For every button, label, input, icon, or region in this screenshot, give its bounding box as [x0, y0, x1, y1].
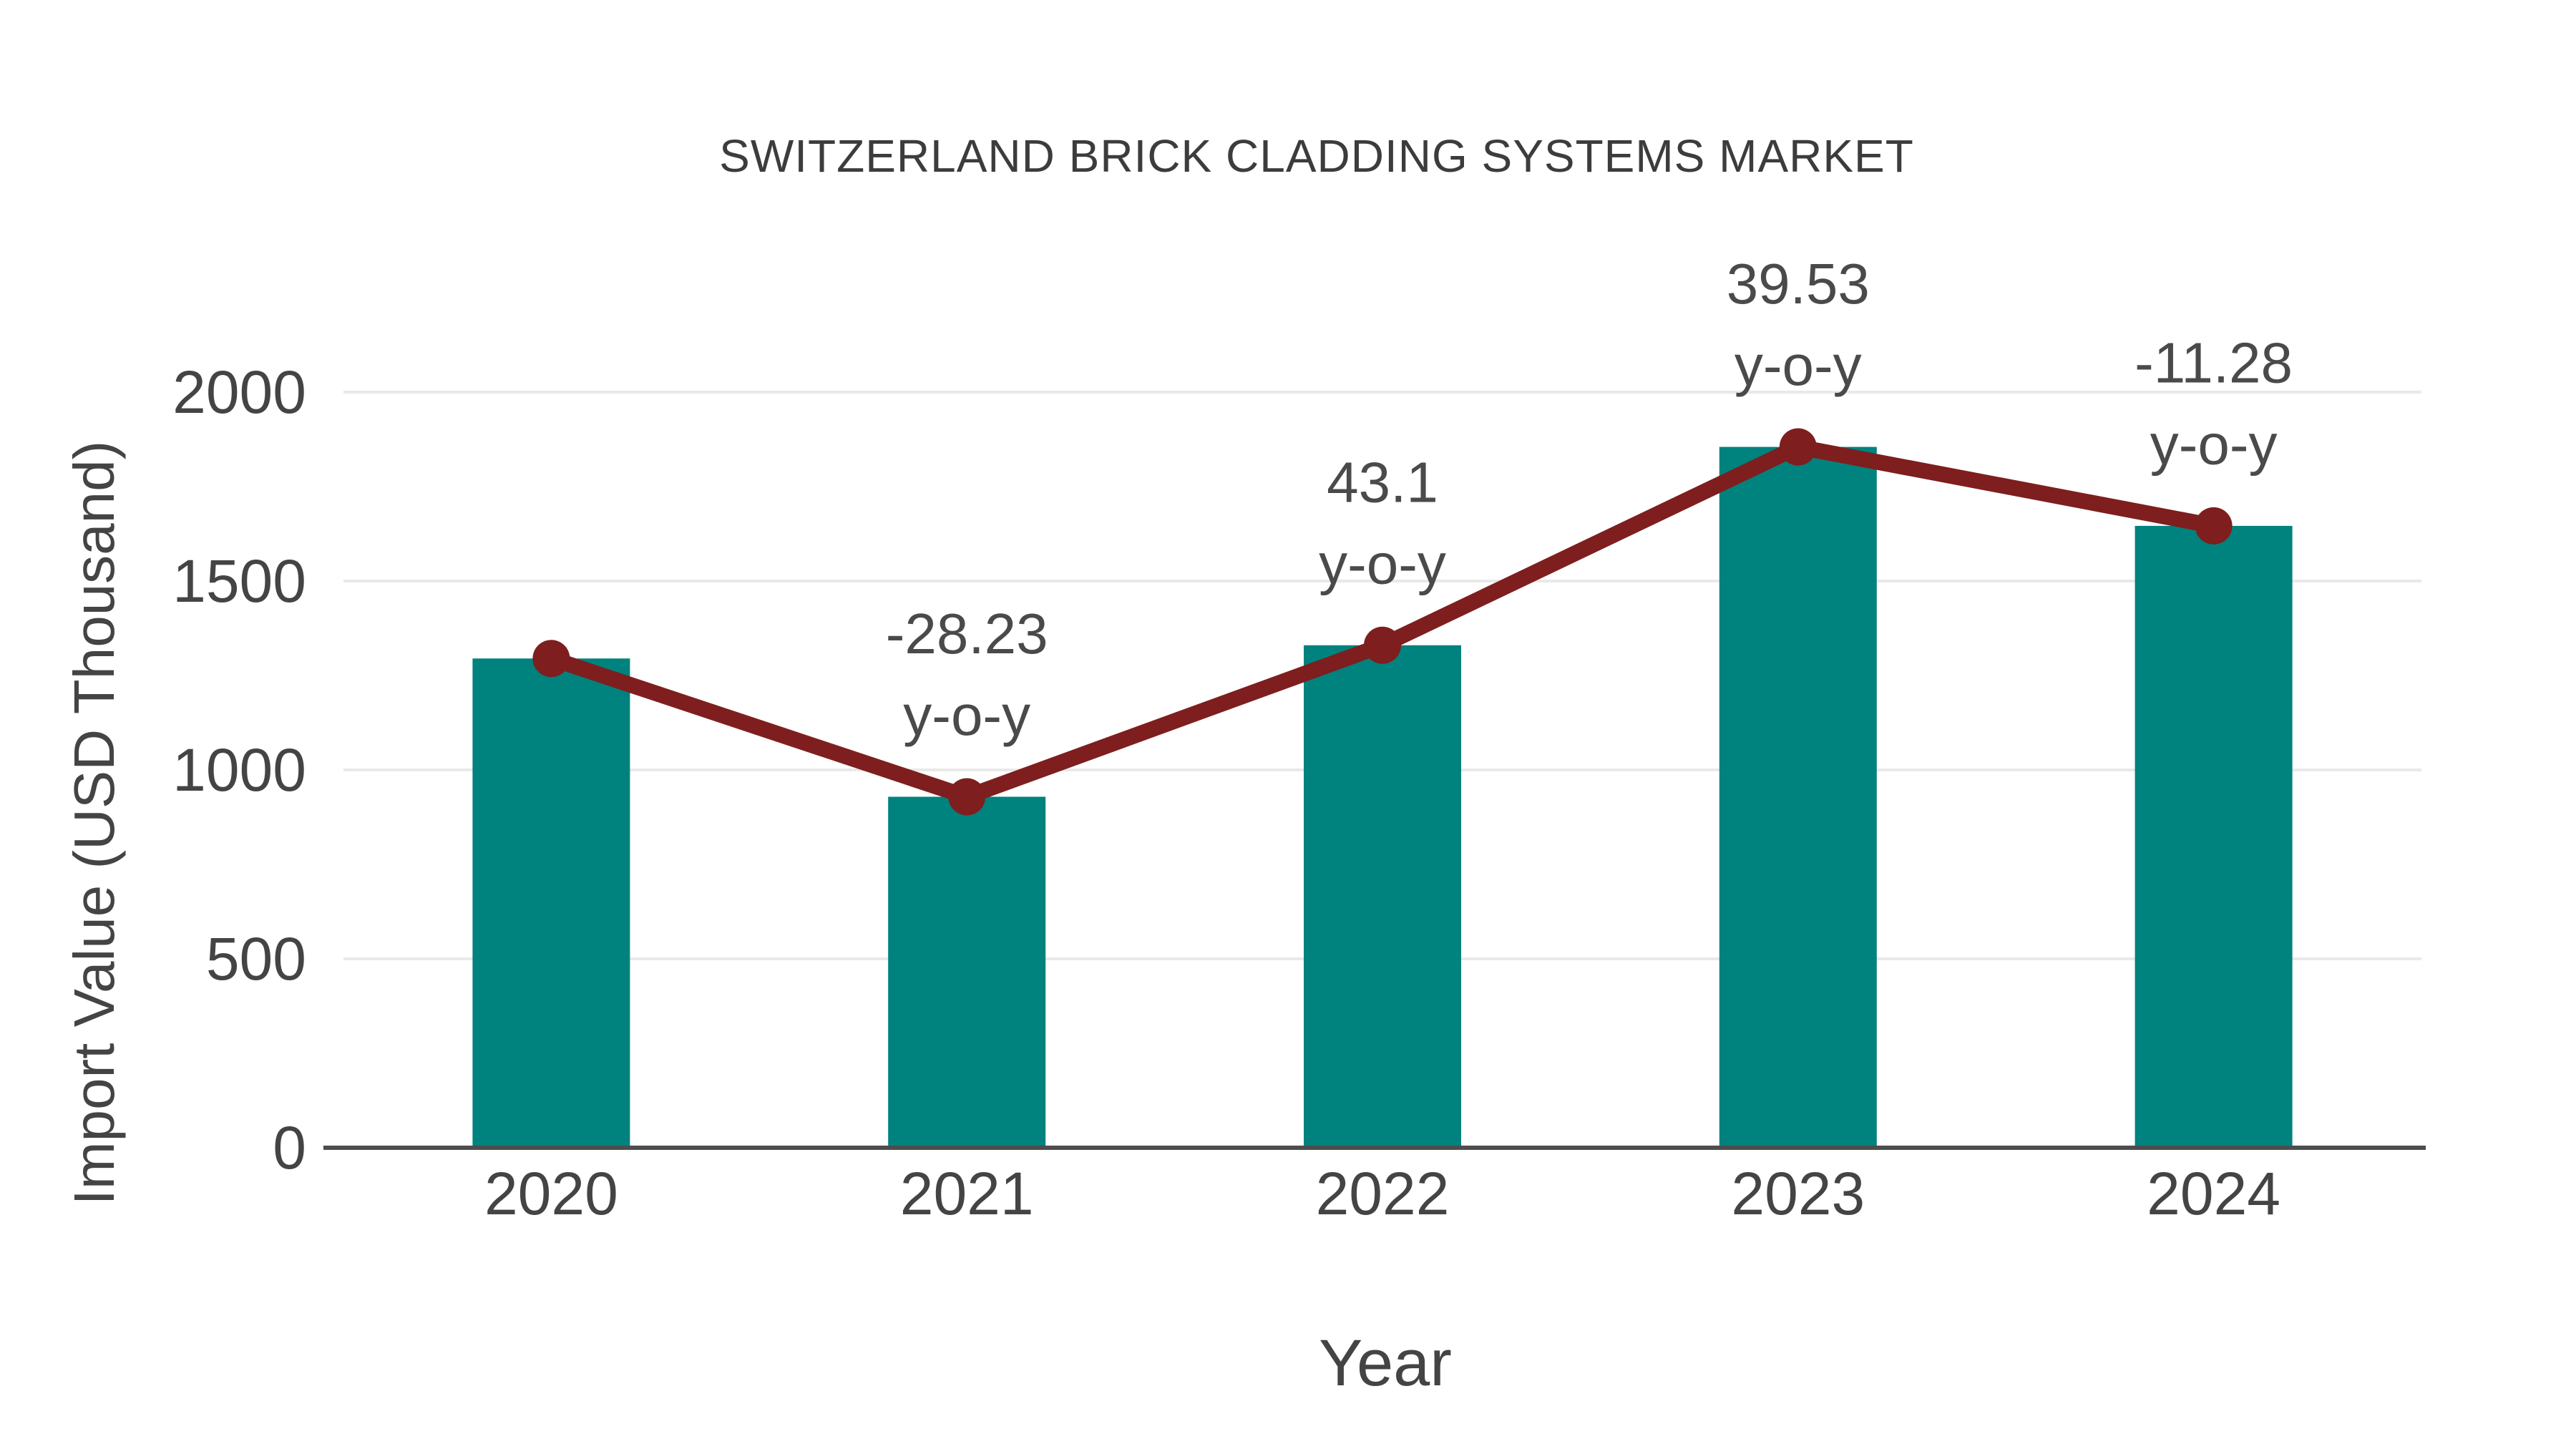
x-tick-label-2023: 2023	[1731, 1160, 1865, 1227]
annotation-value-2022: 43.1	[1327, 450, 1438, 514]
y-tick-label-0: 0	[273, 1114, 306, 1181]
bar-2023[interactable]	[1719, 447, 1877, 1148]
marker-2024[interactable]	[2195, 507, 2233, 545]
x-tick-label-2020: 2020	[484, 1160, 618, 1227]
annotation-yoy-2022: y-o-y	[1319, 532, 1446, 595]
marker-2020[interactable]	[532, 640, 570, 678]
annotation-value-2024: -11.28	[2135, 331, 2293, 394]
annotation-value-2021: -28.23	[886, 602, 1048, 665]
x-tick-label-2021: 2021	[900, 1160, 1034, 1227]
annotation-yoy-2021: y-o-y	[903, 683, 1030, 747]
annotation-value-2023: 39.53	[1727, 252, 1870, 316]
x-axis-title: Year	[1319, 1325, 1452, 1400]
chart-title: SWITZERLAND BRICK CLADDING SYSTEMS MARKE…	[719, 130, 1914, 182]
bar-2024[interactable]	[2135, 525, 2293, 1148]
bar-2022[interactable]	[1304, 645, 1461, 1148]
bar-2021[interactable]	[888, 796, 1046, 1148]
bar-2020[interactable]	[472, 658, 630, 1148]
x-tick-label-2024: 2024	[2147, 1160, 2280, 1227]
y-tick-label-1500: 1500	[172, 547, 306, 615]
y-tick-label-500: 500	[206, 925, 306, 992]
annotation-yoy-2023: y-o-y	[1735, 333, 1862, 397]
y-tick-label-2000: 2000	[172, 358, 306, 426]
marker-2022[interactable]	[1364, 626, 1401, 664]
x-tick-label-2022: 2022	[1316, 1160, 1450, 1227]
marker-2023[interactable]	[1779, 428, 1817, 466]
marker-2021[interactable]	[948, 778, 986, 816]
annotation-yoy-2024: y-o-y	[2150, 412, 2278, 476]
y-tick-label-1000: 1000	[172, 736, 306, 804]
